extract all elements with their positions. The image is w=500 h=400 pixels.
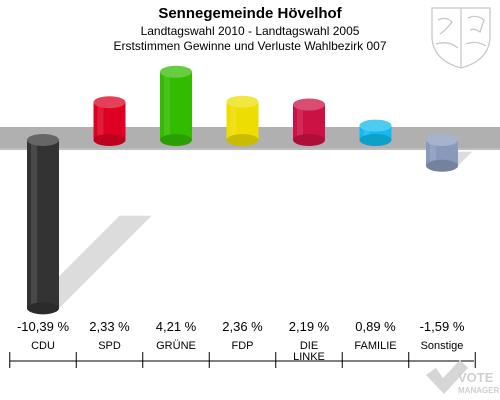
checkmark-icon [426,360,468,394]
bar-familie [359,119,392,146]
bar-sonstige [426,134,458,172]
vote-manager-logo: VOTE MANAGER [426,360,500,395]
chart-subtitle-1: Landtagswahl 2010 - Landtagswahl 2005 [141,24,360,38]
logo-line2: MANAGER [458,386,500,395]
value-label: 4,21 % [156,319,197,334]
bar-grüne [160,65,192,146]
category-label: SPD [98,340,121,352]
category-label: DIE [300,340,318,352]
value-labels: -10,39 % 2,33 % 4,21 % 2,36 % 2,19 % 0,89 % -1… [17,319,465,334]
category-label: Sonstige [421,340,464,352]
category-label: LINKE [293,351,325,363]
bar-cdu [27,134,59,315]
logo-line1: VOTE [458,370,494,385]
chart-subtitle-2: Erststimmen Gewinne und Verluste Wahlbez… [113,39,386,53]
bar-die-linke [293,98,325,146]
category-label: GRÜNE [156,340,196,352]
bar-fdp [226,95,259,146]
value-label: -1,59 % [420,319,465,334]
value-label: 2,36 % [222,319,263,334]
chart-title: Sennegemeinde Hövelhof [158,5,342,22]
value-label: -10,39 % [17,319,69,334]
bar-spd [93,96,126,146]
coat-of-arms-icon [431,7,491,69]
bar-shadows [27,151,473,309]
category-label: FAMILIE [354,340,396,352]
category-label: FDP [232,340,254,352]
value-label: 0,89 % [355,319,396,334]
bars [27,65,458,315]
category-axis [9,352,476,368]
value-label: 2,33 % [89,319,130,334]
category-label: CDU [31,340,55,352]
value-label: 2,19 % [289,319,330,334]
